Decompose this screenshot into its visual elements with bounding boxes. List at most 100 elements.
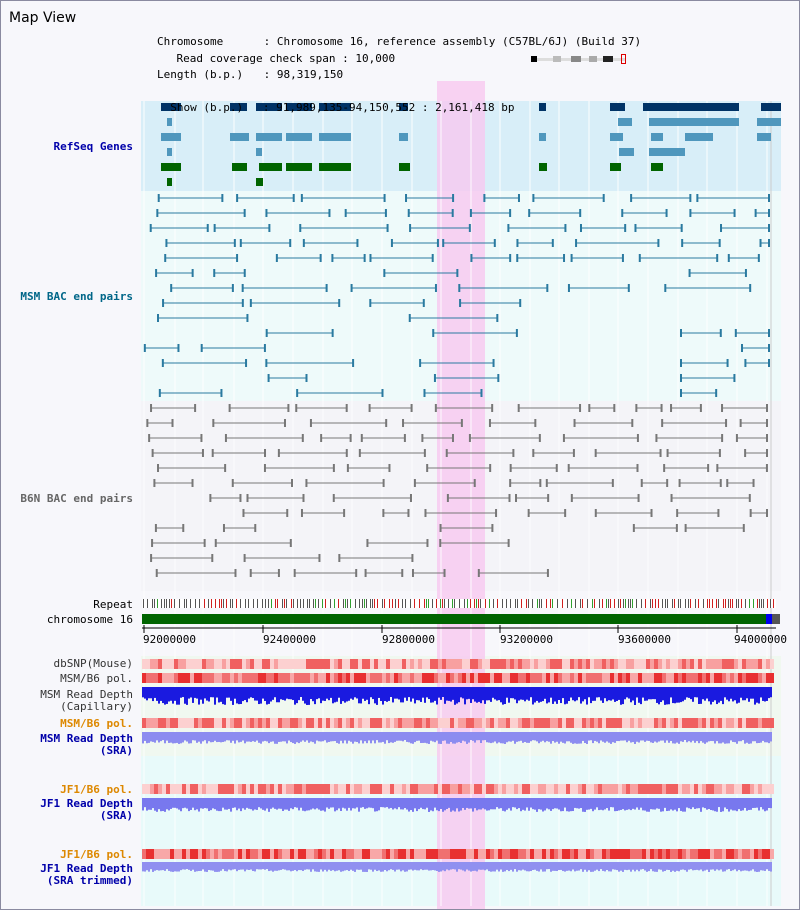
chromosome-label: Chromosome — [157, 35, 224, 48]
heat-cell — [574, 659, 578, 669]
depth-bar — [538, 687, 540, 703]
msm-bac-end — [768, 239, 770, 247]
b6n-bac-end — [249, 569, 252, 577]
b6n-bac-end — [200, 434, 203, 442]
chromosome-ideogram[interactable] — [531, 54, 627, 64]
depth-bar — [178, 862, 180, 872]
depth-bar — [382, 798, 384, 808]
heat-cell — [710, 849, 714, 859]
msm-bac-track-label[interactable]: MSM BAC end pairs — [20, 290, 133, 303]
depth-bar — [630, 862, 632, 872]
depth-bar — [654, 732, 656, 742]
heat-cell — [198, 673, 202, 683]
msm-bac-end — [331, 329, 334, 337]
repeat-mark — [690, 599, 691, 608]
depth-bar — [142, 732, 144, 744]
depth-bar — [760, 687, 762, 698]
refseq-gene — [619, 148, 634, 156]
b6n-bac-end — [358, 449, 361, 457]
repeat-mark — [467, 599, 468, 608]
depth-bar — [304, 798, 306, 812]
depth-bar — [148, 732, 150, 743]
b6n-bac-end — [718, 449, 721, 457]
heat-cell — [430, 659, 434, 669]
depth-bar — [388, 798, 390, 809]
heat-cell — [234, 659, 238, 669]
heat-cell — [202, 659, 206, 669]
b6n-bac-end — [201, 449, 204, 457]
refseq-track-label[interactable]: RefSeq Genes — [53, 140, 133, 153]
depth-bar — [346, 687, 348, 702]
depth-bar — [680, 732, 682, 742]
depth-bar — [294, 732, 296, 744]
depth-bar — [328, 862, 330, 870]
b6n-bac-track-label[interactable]: B6N BAC end pairs — [20, 492, 133, 505]
depth-bar — [224, 862, 226, 872]
depth-bar — [198, 862, 200, 872]
b6n-bac-end — [749, 509, 752, 517]
b6n-bac-end — [507, 539, 510, 547]
heat-cell — [726, 849, 730, 859]
depth-bar — [596, 798, 598, 808]
depth-bar — [390, 862, 392, 870]
b6n-bac-end — [293, 569, 296, 577]
refseq-gene — [610, 133, 623, 141]
heat-cell — [598, 849, 602, 859]
depth-bar — [764, 687, 766, 702]
depth-bar — [274, 798, 276, 809]
heat-cell — [726, 659, 730, 669]
depth-bar — [436, 862, 438, 872]
heat-cell — [234, 673, 238, 683]
msm-depth-sra-sub: (SRA) — [99, 744, 133, 757]
msm-bac-end — [162, 299, 165, 307]
depth-bar — [398, 862, 400, 870]
depth-bar — [634, 732, 636, 744]
heat-cell — [390, 718, 394, 728]
heat-cell — [674, 849, 678, 859]
heat-cell — [258, 659, 262, 669]
depth-bar — [208, 862, 210, 871]
depth-bar — [682, 798, 684, 812]
b6n-bac-end — [146, 419, 149, 427]
b6n-bac-end — [203, 539, 206, 547]
b6n-bac-end — [439, 524, 442, 532]
depth-bar — [266, 687, 268, 705]
heat-cell — [410, 718, 414, 728]
heat-cell — [234, 784, 238, 794]
heat-cell — [230, 718, 234, 728]
depth-bar — [384, 732, 386, 744]
heat-cell — [550, 673, 554, 683]
depth-bar — [700, 862, 702, 870]
repeat-mark — [334, 599, 335, 608]
depth-bar — [510, 862, 512, 870]
heat-cell — [146, 718, 150, 728]
heat-cell — [566, 673, 570, 683]
depth-bar — [454, 798, 456, 812]
repeat-mark — [757, 599, 758, 608]
heat-cell — [326, 673, 330, 683]
repeat-mark — [318, 599, 319, 608]
depth-bar — [740, 862, 742, 872]
msm-bac-end — [757, 254, 760, 262]
depth-bar — [532, 798, 534, 810]
depth-bar — [236, 732, 238, 741]
depth-bar — [298, 798, 300, 811]
heat-cell — [430, 849, 434, 859]
depth-bar — [542, 687, 544, 702]
heat-cell — [666, 659, 670, 669]
heat-cell — [238, 784, 242, 794]
repeat-mark — [262, 599, 263, 608]
depth-bar — [668, 732, 670, 743]
depth-bar — [550, 798, 552, 811]
depth-bar — [170, 732, 172, 743]
depth-bar — [458, 687, 460, 703]
depth-bar — [720, 687, 722, 701]
heat-cell — [554, 784, 558, 794]
depth-bar — [354, 732, 356, 742]
heat-cell — [422, 784, 426, 794]
depth-bar — [186, 862, 188, 870]
depth-bar — [600, 732, 602, 741]
heat-cell — [374, 659, 378, 669]
depth-bar — [604, 798, 606, 810]
heat-cell — [370, 659, 374, 669]
